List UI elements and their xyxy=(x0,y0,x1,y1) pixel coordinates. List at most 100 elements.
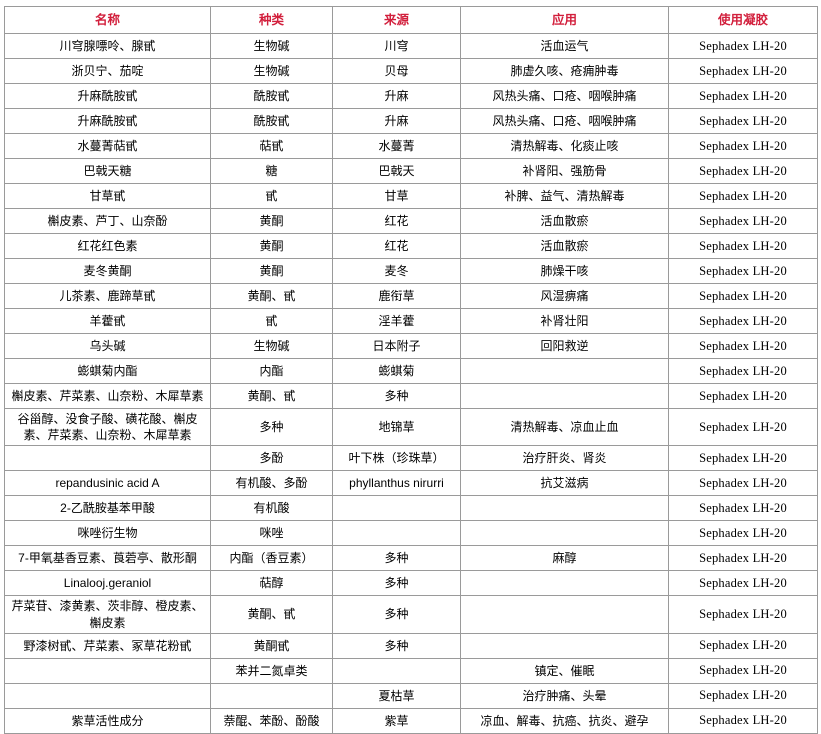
cell-kind: 黄酮甙 xyxy=(210,632,333,659)
cell-application: 清热解毒、凉血止血 xyxy=(460,407,669,447)
cell-kind: 咪唑 xyxy=(210,520,333,547)
cell-application: 活血散瘀 xyxy=(460,233,669,259)
cell-source: 鹿衔草 xyxy=(332,283,461,309)
cell-gel: Sephadex LH-20 xyxy=(668,208,818,234)
cell-application: 风热头痛、口疮、咽喉肿痛 xyxy=(460,108,669,134)
table-row: 乌头碱 生物碱 日本附子 回阳救逆 Sephadex LH-20 xyxy=(4,333,818,359)
cell-application xyxy=(460,632,669,659)
cell-kind: 多种 xyxy=(210,407,333,447)
table-row: 儿茶素、鹿蹄草甙 黄酮、甙 鹿衔草 风湿痹痛 Sephadex LH-20 xyxy=(4,283,818,309)
compounds-table: 名称 种类 来源 应用 使用凝胶 川穹腺嘌呤、腺甙 生物碱 川穹 活血运气 Sephad… xyxy=(4,6,818,734)
cell-application xyxy=(460,570,669,597)
cell-source: 紫草 xyxy=(332,707,461,734)
table-row: 水蔓菁萜甙 萜甙 水蔓菁 清热解毒、化痰止咳 Sephadex LH-20 xyxy=(4,133,818,159)
cell-application: 凉血、解毒、抗癌、抗炎、避孕 xyxy=(460,707,669,734)
cell-application: 补肾阳、强筋骨 xyxy=(460,158,669,184)
cell-gel: Sephadex LH-20 xyxy=(668,158,818,184)
cell-kind: 内酯 xyxy=(210,358,333,384)
cell-name: 2-乙酰胺基苯甲酸 xyxy=(4,495,211,522)
cell-gel: Sephadex LH-20 xyxy=(668,682,818,709)
cell-kind xyxy=(210,682,333,709)
cell-source: 多种 xyxy=(332,595,461,634)
table-row: 野漆树甙、芹菜素、冢草花粉甙 黄酮甙 多种 Sephadex LH-20 xyxy=(4,632,818,659)
cell-name: Linalooj.geraniol xyxy=(4,570,211,597)
cell-source: 巴戟天 xyxy=(332,158,461,184)
cell-gel: Sephadex LH-20 xyxy=(668,657,818,684)
cell-name: 羊藿甙 xyxy=(4,308,211,334)
cell-application: 肺虚久咳、疮痈肿毒 xyxy=(460,58,669,84)
cell-name: 咪唑衍生物 xyxy=(4,520,211,547)
cell-kind: 生物碱 xyxy=(210,33,333,59)
cell-name: 紫草活性成分 xyxy=(4,707,211,734)
cell-name: 槲皮素、芹菜素、山奈粉、木犀草素 xyxy=(4,383,211,409)
cell-gel: Sephadex LH-20 xyxy=(668,308,818,334)
cell-application: 治疗肿痛、头晕 xyxy=(460,682,669,709)
cell-kind: 生物碱 xyxy=(210,58,333,84)
cell-kind: 黄酮、甙 xyxy=(210,383,333,409)
cell-source: 多种 xyxy=(332,545,461,572)
cell-application: 风湿痹痛 xyxy=(460,283,669,309)
cell-source: 升麻 xyxy=(332,108,461,134)
cell-source xyxy=(332,495,461,522)
table-row: 夏枯草 治疗肿痛、头晕 Sephadex LH-20 xyxy=(4,682,818,709)
table-row: 谷甾醇、没食子酸、磺花酸、槲皮素、芹菜素、山奈粉、木犀草素 多种 地锦草 清热解毒、凉… xyxy=(4,407,818,447)
cell-kind: 酰胺甙 xyxy=(210,108,333,134)
column-header-kind: 种类 xyxy=(210,6,333,34)
cell-name: 蟛蜞菊内酯 xyxy=(4,358,211,384)
cell-application: 抗艾滋病 xyxy=(460,470,669,497)
cell-gel: Sephadex LH-20 xyxy=(668,183,818,209)
table-header: 名称 种类 来源 应用 使用凝胶 xyxy=(4,6,818,34)
cell-source: 地锦草 xyxy=(332,407,461,447)
cell-gel: Sephadex LH-20 xyxy=(668,333,818,359)
cell-kind: 内酯（香豆素） xyxy=(210,545,333,572)
cell-kind: 黄酮、甙 xyxy=(210,595,333,634)
table-row: 红花红色素 黄酮 红花 活血散瘀 Sephadex LH-20 xyxy=(4,233,818,259)
cell-application: 活血运气 xyxy=(460,33,669,59)
cell-gel: Sephadex LH-20 xyxy=(668,133,818,159)
cell-source: phyllanthus nirurri xyxy=(332,470,461,497)
cell-name: 野漆树甙、芹菜素、冢草花粉甙 xyxy=(4,632,211,659)
cell-source: 川穹 xyxy=(332,33,461,59)
column-header-name: 名称 xyxy=(4,6,211,34)
cell-name: 麦冬黄酮 xyxy=(4,258,211,284)
cell-application: 肺燥干咳 xyxy=(460,258,669,284)
table-row: 槲皮素、芹菜素、山奈粉、木犀草素 黄酮、甙 多种 Sephadex LH-20 xyxy=(4,383,818,409)
cell-gel: Sephadex LH-20 xyxy=(668,595,818,634)
cell-name: 芹菜苷、漆黄素、茨非醇、橙皮素、槲皮素 xyxy=(4,595,211,634)
cell-source: 升麻 xyxy=(332,83,461,109)
table-row: repandusinic acid A 有机酸、多酚 phyllanthus nir… xyxy=(4,470,818,497)
table-row: 升麻酰胺甙 酰胺甙 升麻 风热头痛、口疮、咽喉肿痛 Sephadex LH-20 xyxy=(4,83,818,109)
cell-kind: 生物碱 xyxy=(210,333,333,359)
cell-name: 乌头碱 xyxy=(4,333,211,359)
table-row: 麦冬黄酮 黄酮 麦冬 肺燥干咳 Sephadex LH-20 xyxy=(4,258,818,284)
cell-source: 多种 xyxy=(332,632,461,659)
cell-source: 叶下株（珍珠草） xyxy=(332,445,461,472)
cell-source: 红花 xyxy=(332,208,461,234)
cell-name xyxy=(4,657,211,684)
cell-kind: 甙 xyxy=(210,183,333,209)
cell-gel: Sephadex LH-20 xyxy=(668,33,818,59)
cell-name: 升麻酰胺甙 xyxy=(4,108,211,134)
cell-application xyxy=(460,383,669,409)
cell-gel: Sephadex LH-20 xyxy=(668,108,818,134)
cell-application: 治疗肝炎、肾炎 xyxy=(460,445,669,472)
table-row: 7-甲氧基香豆素、莨菪亭、散形酮 内酯（香豆素） 多种 麻醇 Sephadex LH-2… xyxy=(4,545,818,572)
cell-application xyxy=(460,595,669,634)
cell-source: 贝母 xyxy=(332,58,461,84)
cell-kind: 有机酸 xyxy=(210,495,333,522)
table-row: 芹菜苷、漆黄素、茨非醇、橙皮素、槲皮素 黄酮、甙 多种 Sephadex LH-20 xyxy=(4,595,818,634)
cell-kind: 萜甙 xyxy=(210,133,333,159)
column-header-application: 应用 xyxy=(460,6,669,34)
cell-gel: Sephadex LH-20 xyxy=(668,358,818,384)
cell-gel: Sephadex LH-20 xyxy=(668,283,818,309)
table-row: 浙贝宁、茄啶 生物碱 贝母 肺虚久咳、疮痈肿毒 Sephadex LH-20 xyxy=(4,58,818,84)
cell-kind: 甙 xyxy=(210,308,333,334)
cell-gel: Sephadex LH-20 xyxy=(668,570,818,597)
table-row: 2-乙酰胺基苯甲酸 有机酸 Sephadex LH-20 xyxy=(4,495,818,522)
cell-name: 儿茶素、鹿蹄草甙 xyxy=(4,283,211,309)
cell-gel: Sephadex LH-20 xyxy=(668,545,818,572)
table-row: 巴戟天糖糖巴戟天 补肾阳、强筋骨 Sephadex LH-20 xyxy=(4,158,818,184)
table-row: 咪唑衍生物 咪唑 Sephadex LH-20 xyxy=(4,520,818,547)
table-row: 多酚 叶下株（珍珠草） 治疗肝炎、肾炎 Sephadex LH-20 xyxy=(4,445,818,472)
cell-name: 槲皮素、芦丁、山奈酚 xyxy=(4,208,211,234)
